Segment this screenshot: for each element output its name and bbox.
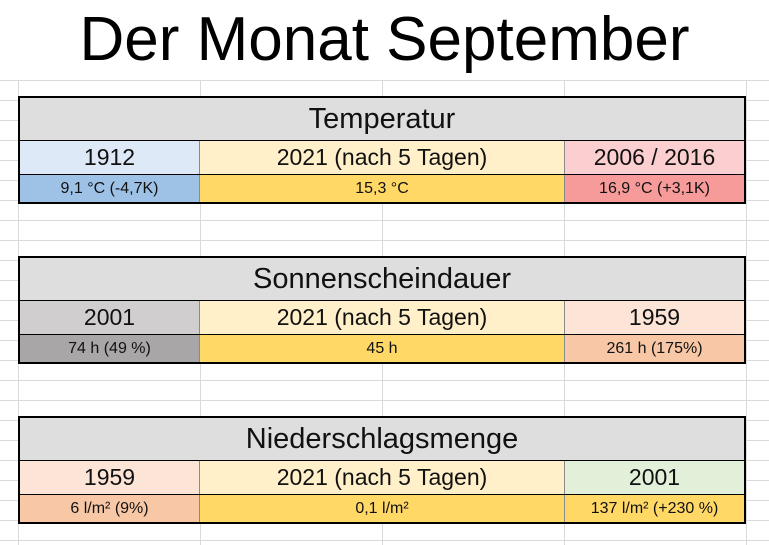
sunshine-label-2021[interactable]: 2021 (nach 5 Tagen): [200, 301, 565, 334]
precipitation-table: Niederschlagsmenge 1959 2021 (nach 5 Tag…: [18, 416, 746, 524]
page-title: Der Monat September: [0, 0, 769, 80]
sunshine-heading[interactable]: Sonnenscheindauer: [20, 258, 744, 301]
precipitation-value-1959[interactable]: 6 l/m² (9%): [20, 495, 200, 522]
sunshine-label-2001[interactable]: 2001: [20, 301, 200, 334]
precipitation-label-2021[interactable]: 2021 (nach 5 Tagen): [200, 461, 565, 494]
temperature-value-2021[interactable]: 15,3 °C: [200, 175, 565, 202]
temperature-table: Temperatur 1912 2021 (nach 5 Tagen) 2006…: [18, 96, 746, 204]
temperature-label-2021[interactable]: 2021 (nach 5 Tagen): [200, 141, 565, 174]
temperature-label-2006-2016[interactable]: 2006 / 2016: [565, 141, 744, 174]
temperature-value-row: 9,1 °C (-4,7K) 15,3 °C 16,9 °C (+3,1K): [20, 175, 744, 202]
temperature-value-1912[interactable]: 9,1 °C (-4,7K): [20, 175, 200, 202]
sunshine-table: Sonnenscheindauer 2001 2021 (nach 5 Tage…: [18, 256, 746, 364]
sunshine-value-row: 74 h (49 %) 45 h 261 h (175%): [20, 335, 744, 362]
precipitation-heading[interactable]: Niederschlagsmenge: [20, 418, 744, 461]
temperature-label-1912[interactable]: 1912: [20, 141, 200, 174]
sunshine-label-row: 2001 2021 (nach 5 Tagen) 1959: [20, 301, 744, 335]
sunshine-value-1959[interactable]: 261 h (175%): [565, 335, 744, 362]
temperature-heading[interactable]: Temperatur: [20, 98, 744, 141]
sunshine-value-2001[interactable]: 74 h (49 %): [20, 335, 200, 362]
sunshine-label-1959[interactable]: 1959: [565, 301, 744, 334]
precipitation-label-1959[interactable]: 1959: [20, 461, 200, 494]
temperature-label-row: 1912 2021 (nach 5 Tagen) 2006 / 2016: [20, 141, 744, 175]
temperature-value-2006-2016[interactable]: 16,9 °C (+3,1K): [565, 175, 744, 202]
precipitation-value-row: 6 l/m² (9%) 0,1 l/m² 137 l/m² (+230 %): [20, 495, 744, 522]
precipitation-value-2001[interactable]: 137 l/m² (+230 %): [565, 495, 744, 522]
precipitation-label-2001[interactable]: 2001: [565, 461, 744, 494]
sunshine-value-2021[interactable]: 45 h: [200, 335, 565, 362]
precipitation-label-row: 1959 2021 (nach 5 Tagen) 2001: [20, 461, 744, 495]
precipitation-value-2021[interactable]: 0,1 l/m²: [200, 495, 565, 522]
